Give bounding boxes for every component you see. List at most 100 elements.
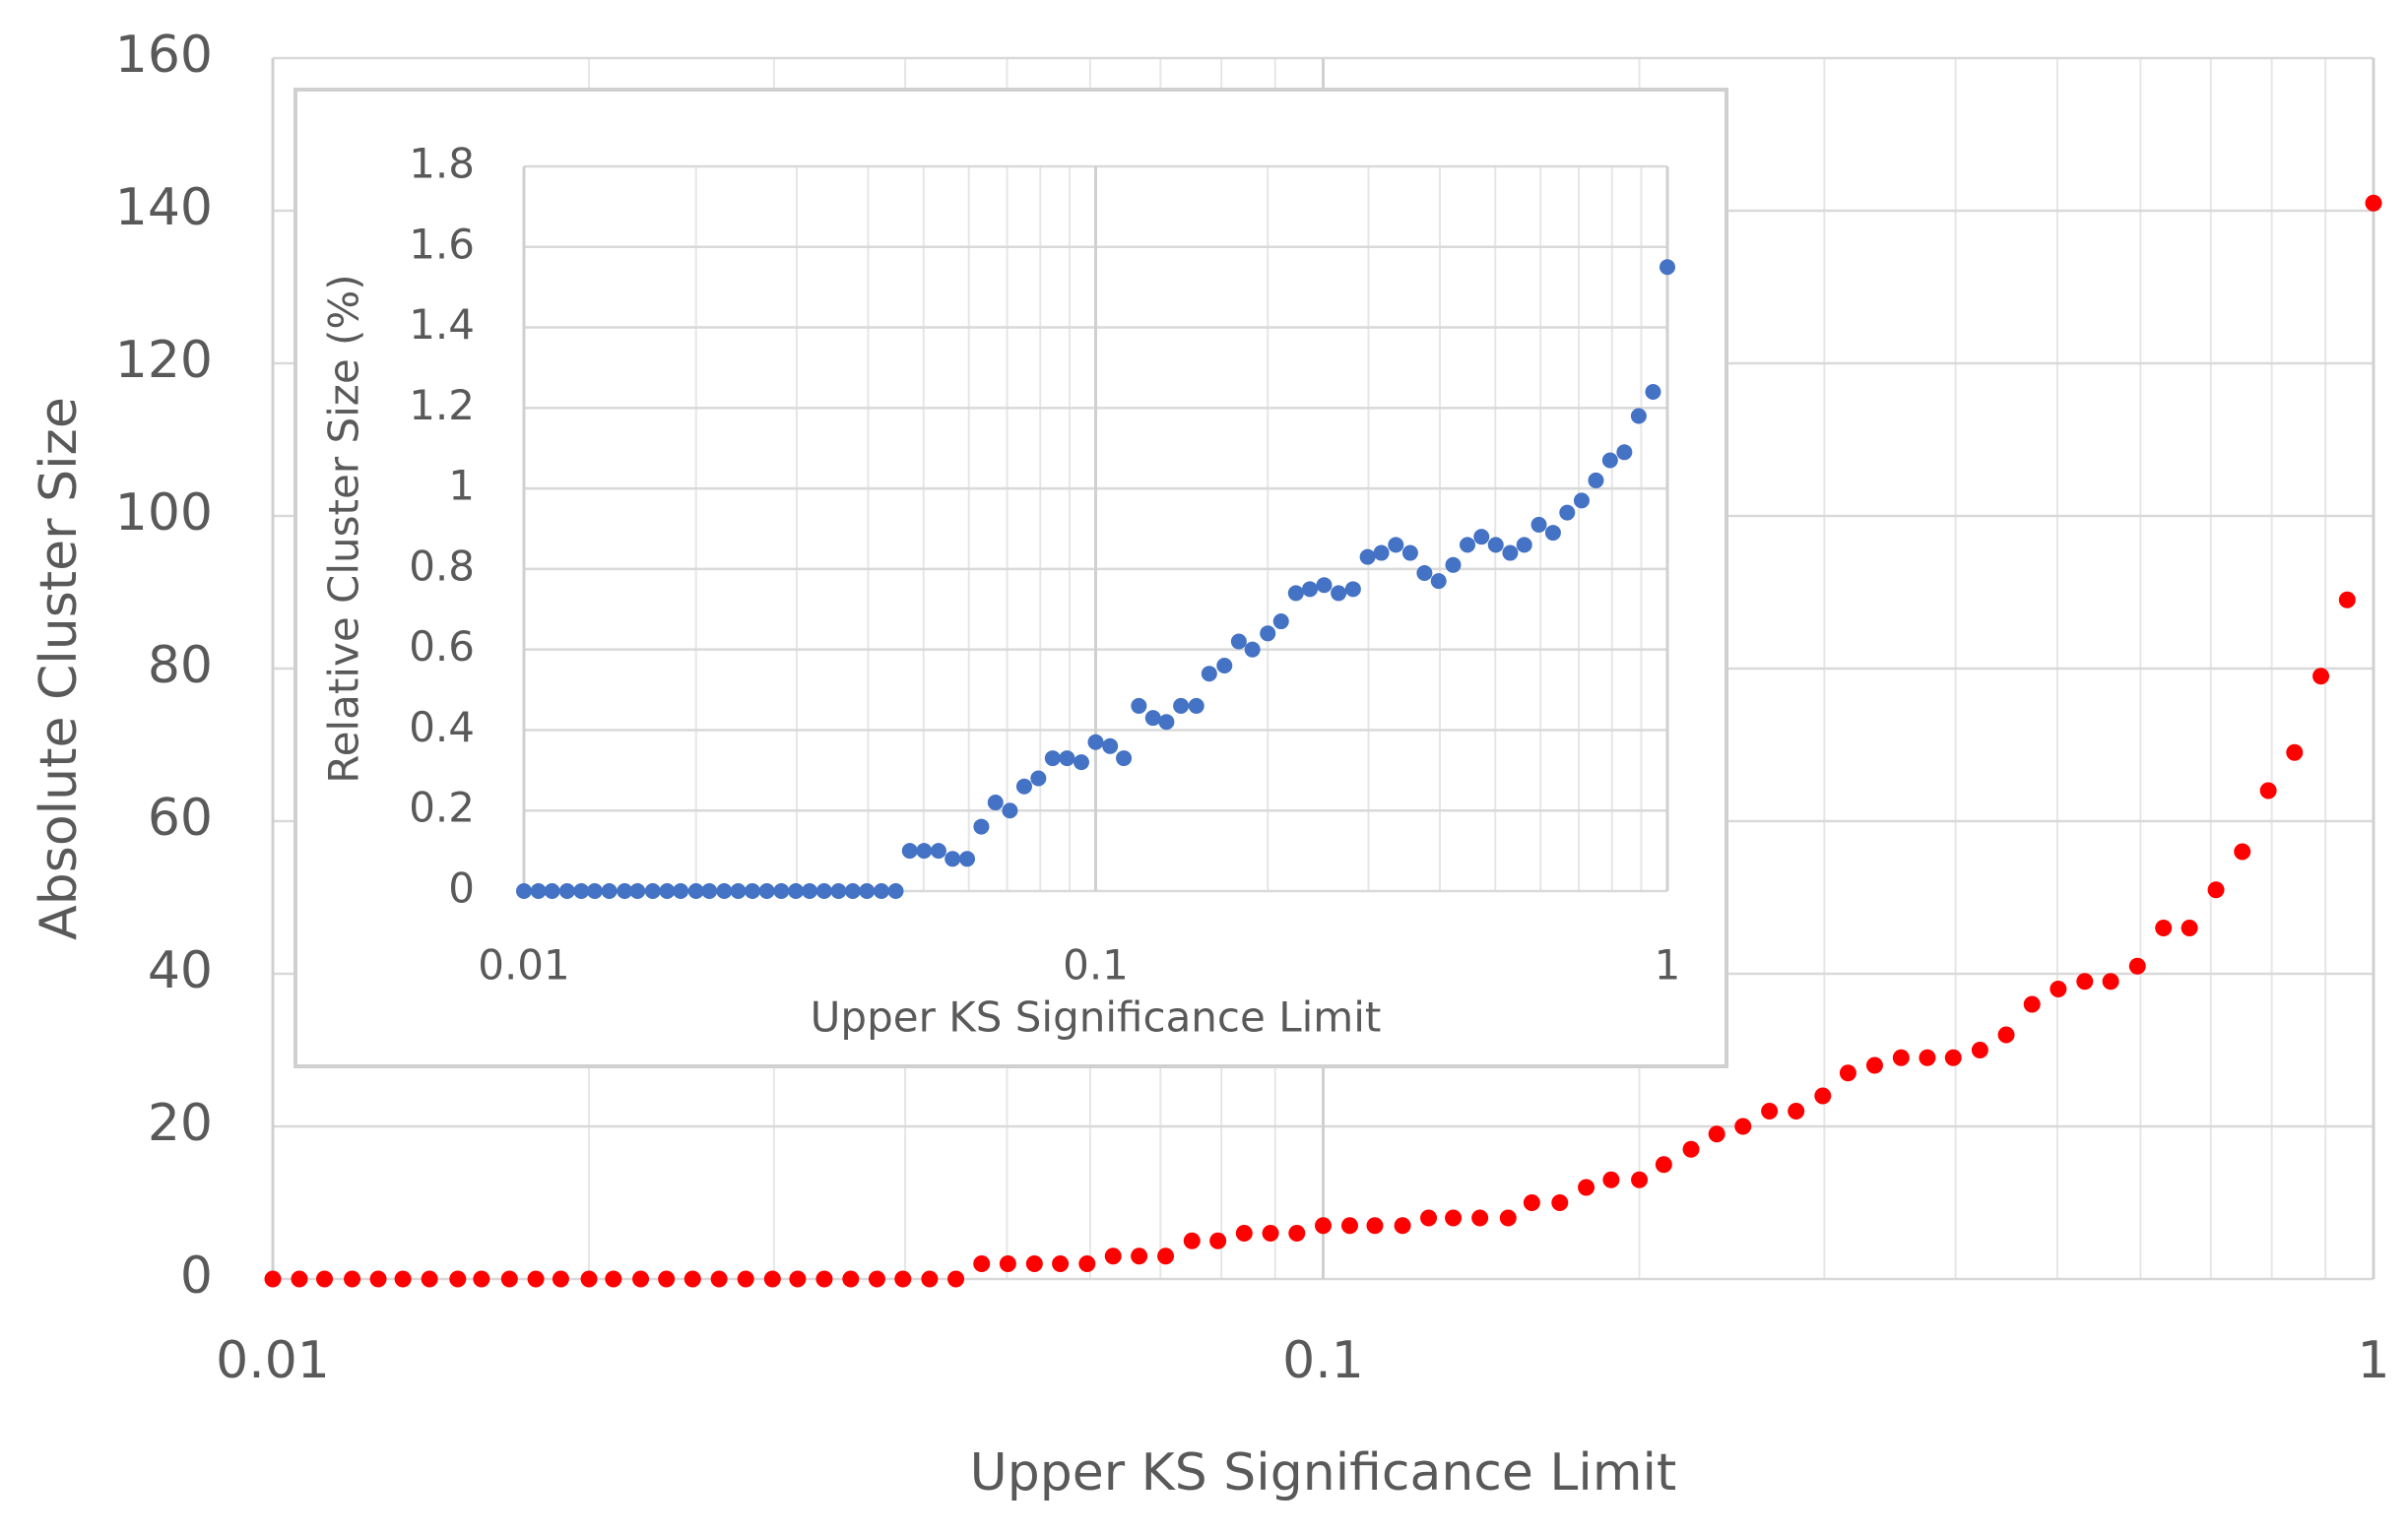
data-point <box>1315 1217 1332 1235</box>
y-axis-title: Absolute Cluster Size <box>30 397 89 940</box>
data-point <box>1116 750 1133 767</box>
data-point <box>1516 537 1532 553</box>
data-point <box>473 1270 490 1288</box>
data-point <box>601 883 618 899</box>
data-point <box>873 883 889 899</box>
x-axis-title: Upper KS Significance Limit <box>811 993 1382 1042</box>
data-point <box>315 1270 333 1288</box>
data-point <box>1260 625 1276 642</box>
data-point <box>1892 1049 1910 1066</box>
y-tick-label: 80 <box>148 636 213 695</box>
data-point <box>1272 613 1289 630</box>
data-point <box>2234 843 2251 861</box>
data-point <box>1302 581 1319 598</box>
y-axis-title: Relative Cluster Size (%) <box>320 274 368 783</box>
data-point <box>921 1270 939 1288</box>
data-point <box>659 883 676 899</box>
data-point <box>2312 668 2330 685</box>
data-point <box>1814 1087 1832 1105</box>
data-point <box>730 883 747 899</box>
y-tick-label: 0 <box>180 1247 213 1306</box>
data-point <box>701 883 718 899</box>
data-point <box>1344 581 1361 598</box>
x-tick-label: 0.01 <box>478 941 570 990</box>
y-tick-label: 100 <box>115 483 213 543</box>
data-point <box>1865 1056 1883 1074</box>
data-point <box>580 1270 598 1288</box>
data-point <box>2286 743 2304 761</box>
data-point <box>1551 1194 1569 1211</box>
data-point <box>1104 1247 1122 1265</box>
data-point <box>1331 585 1347 602</box>
data-point <box>573 883 590 899</box>
data-point <box>1015 778 1032 795</box>
data-point <box>1230 633 1247 650</box>
data-point <box>2102 973 2119 991</box>
data-point <box>658 1270 676 1288</box>
data-point <box>1087 734 1104 750</box>
x-tick-label: 1 <box>1655 941 1681 990</box>
data-point <box>421 1270 438 1288</box>
data-point <box>1530 516 1547 533</box>
x-tick-label: 1 <box>2357 1331 2389 1390</box>
data-point <box>264 1270 282 1288</box>
data-point <box>530 883 547 899</box>
data-point <box>1523 1194 1540 1211</box>
data-point <box>2050 981 2067 997</box>
data-point <box>1944 1049 1962 1066</box>
data-point <box>1173 697 1190 714</box>
data-point <box>1559 504 1576 521</box>
data-point <box>1078 1255 1096 1272</box>
data-point <box>2023 995 2041 1013</box>
data-point <box>687 883 704 899</box>
data-point <box>1244 641 1261 658</box>
data-point <box>830 883 847 899</box>
data-point <box>1460 537 1476 553</box>
x-tick-label: 0.1 <box>1282 1331 1364 1390</box>
data-point <box>868 1270 885 1288</box>
data-point <box>1544 525 1561 542</box>
data-point <box>815 883 832 899</box>
x-tick-label: 0.01 <box>216 1331 330 1390</box>
data-point <box>1473 529 1490 545</box>
data-point <box>394 1270 412 1288</box>
data-point <box>1394 1217 1411 1235</box>
y-tick-label: 160 <box>115 26 213 85</box>
y-tick-label: 0.6 <box>409 622 475 671</box>
data-point <box>1044 750 1061 767</box>
data-point <box>1183 1232 1201 1249</box>
data-point <box>1144 710 1161 727</box>
y-tick-label: 20 <box>148 1094 213 1153</box>
data-point <box>901 843 918 860</box>
data-point <box>1761 1103 1779 1119</box>
data-point <box>763 1270 781 1288</box>
y-tick-label: 1.2 <box>409 381 475 429</box>
data-point <box>894 1270 912 1288</box>
data-point <box>586 883 603 899</box>
data-point <box>987 795 1004 811</box>
data-point <box>973 818 990 835</box>
data-point <box>1708 1125 1725 1143</box>
data-point <box>802 883 818 899</box>
data-point <box>632 1270 650 1288</box>
data-point <box>617 883 633 899</box>
data-point <box>947 1270 965 1288</box>
y-tick-label: 140 <box>115 178 213 237</box>
y-tick-label: 120 <box>115 331 213 390</box>
data-point <box>1578 1179 1595 1196</box>
data-point <box>1655 1156 1672 1174</box>
y-tick-label: 0.2 <box>409 784 475 832</box>
data-point <box>944 851 961 867</box>
data-point <box>758 883 775 899</box>
data-point <box>1839 1064 1856 1082</box>
data-point <box>1631 1171 1649 1188</box>
inset-frame <box>293 88 1728 1068</box>
data-point <box>1445 556 1462 573</box>
data-point <box>916 843 933 860</box>
data-point <box>544 883 560 899</box>
x-tick-label: 0.1 <box>1063 941 1129 990</box>
x-axis-title: Upper KS Significance Limit <box>970 1443 1677 1503</box>
data-point <box>1971 1042 1988 1058</box>
